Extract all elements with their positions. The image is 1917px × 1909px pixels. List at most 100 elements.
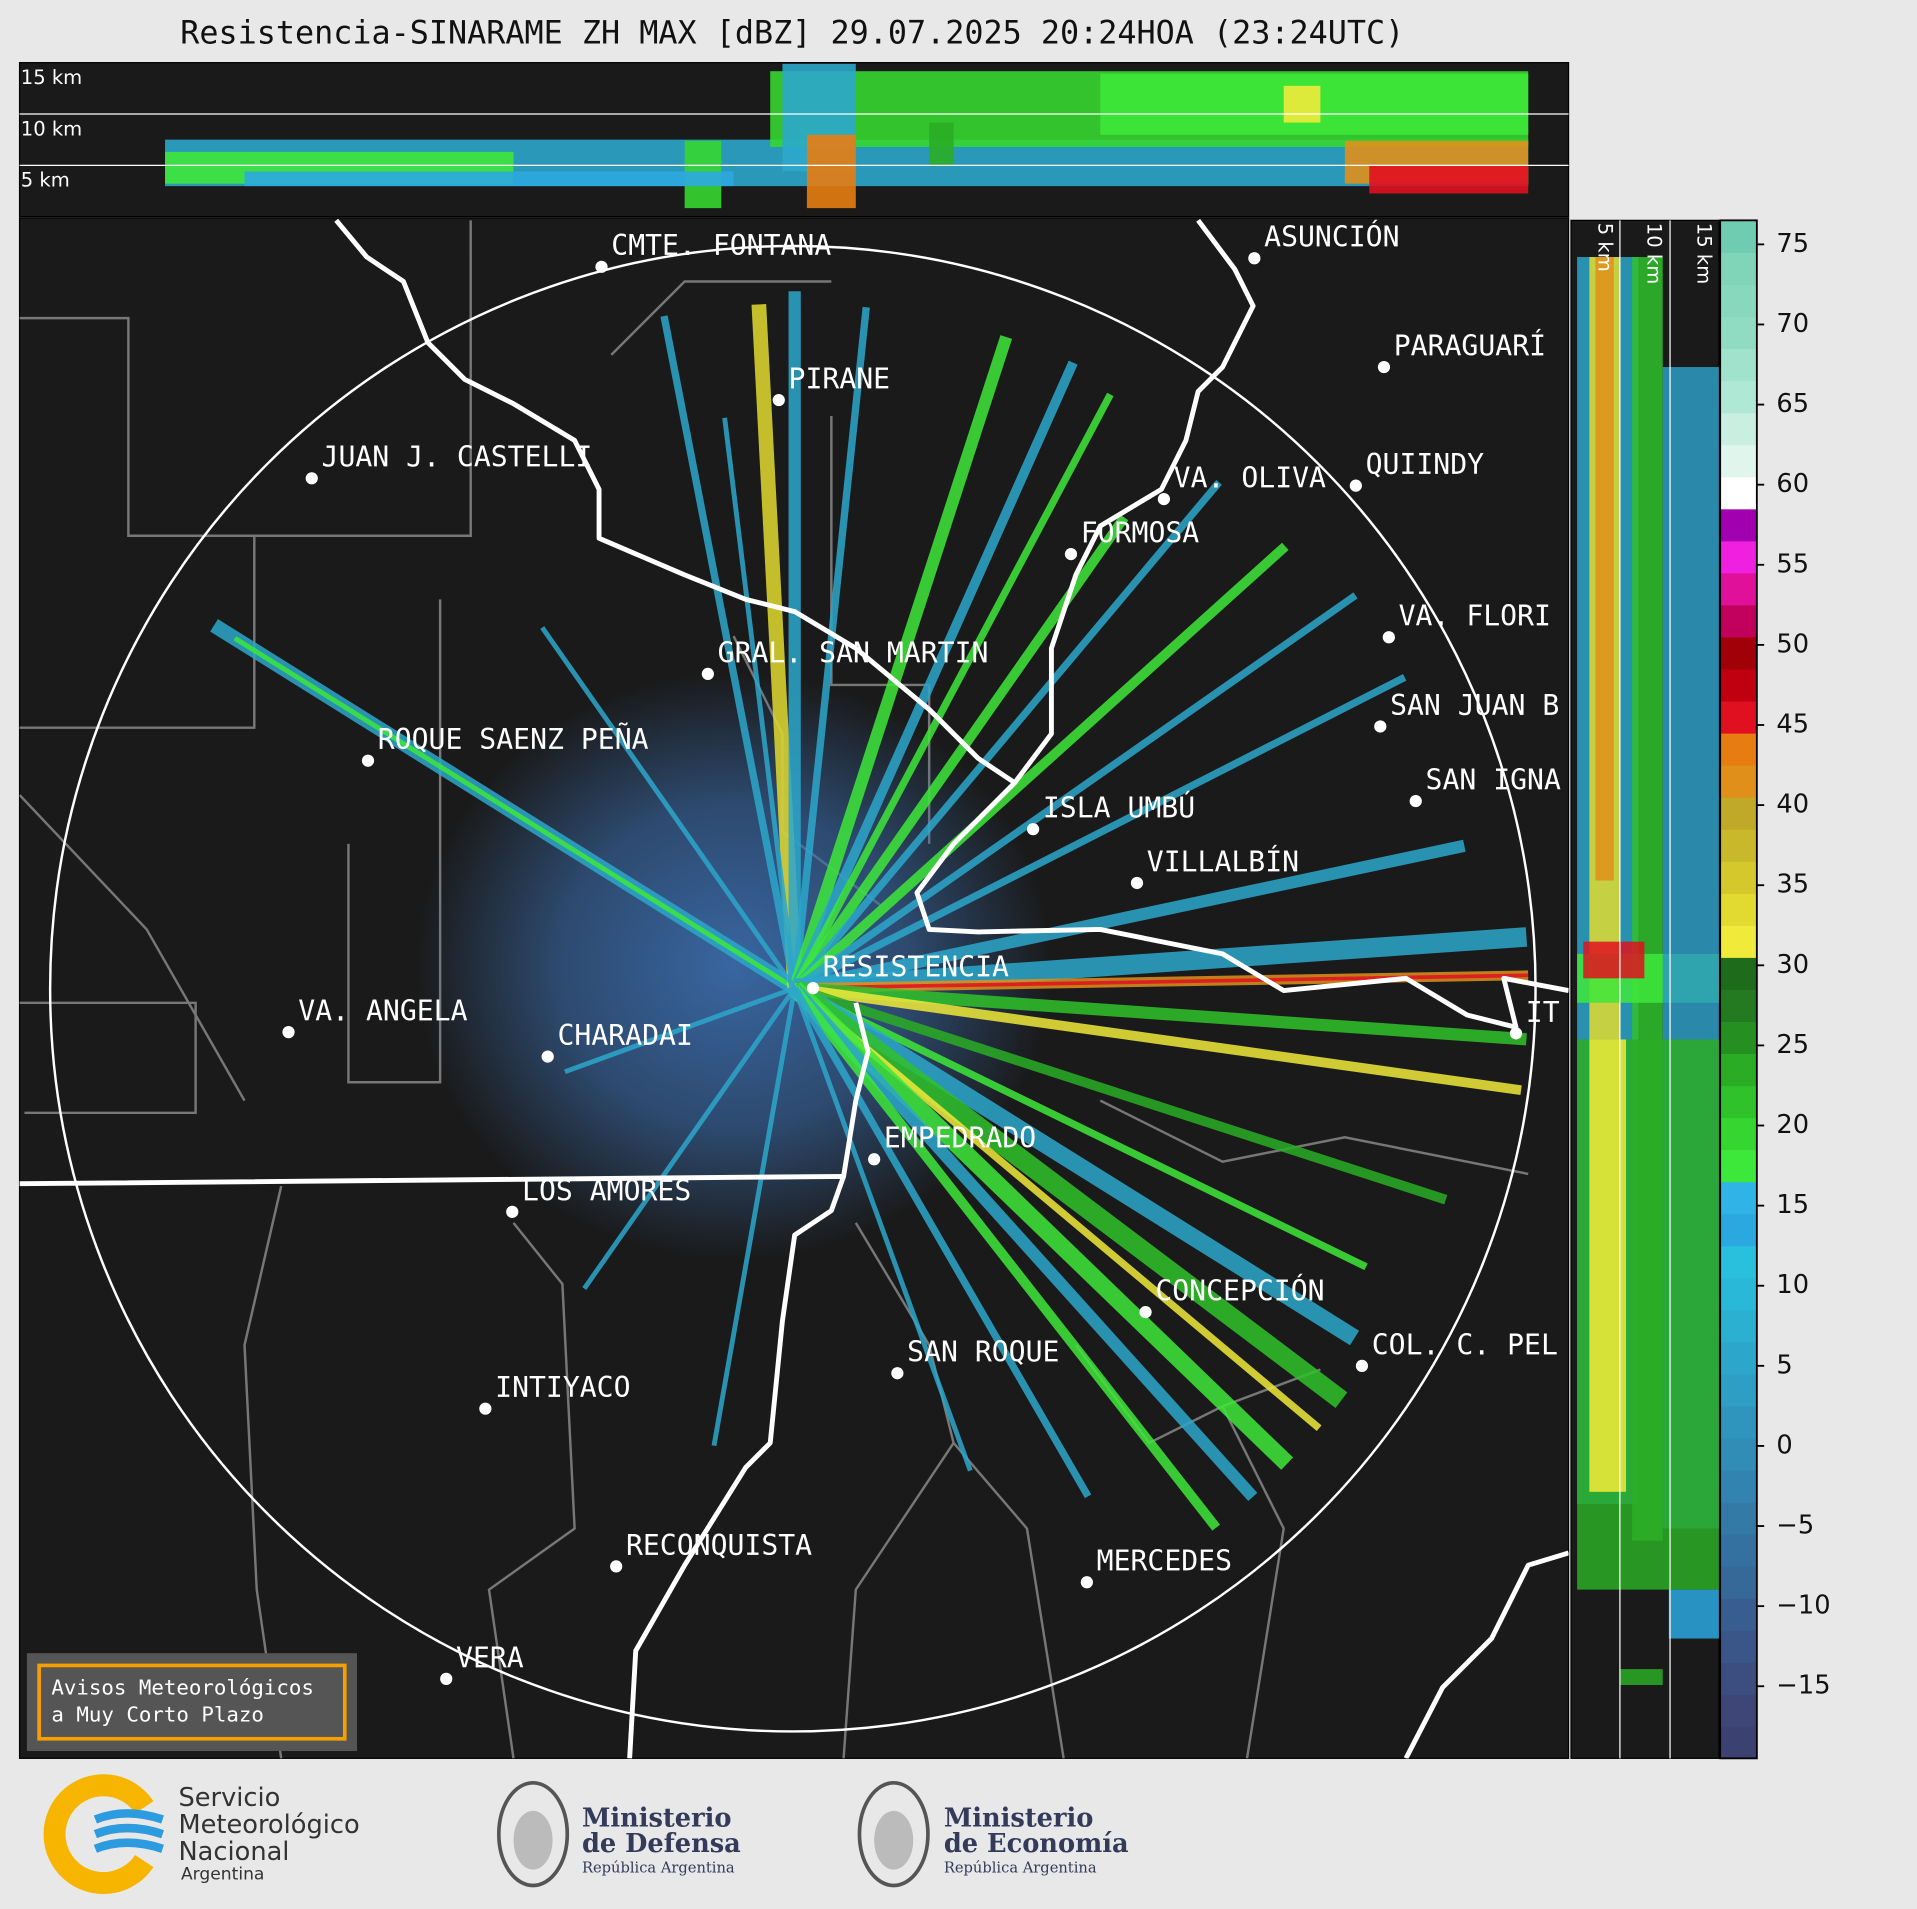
city-dot [868, 1153, 881, 1166]
city-dot [1248, 252, 1261, 265]
city-dot [806, 982, 820, 995]
city-dot [506, 1205, 519, 1218]
river [841, 1002, 871, 1177]
colorbar-band [1720, 316, 1757, 350]
range-ring [48, 244, 1537, 1733]
colorbar-band [1720, 957, 1757, 990]
city-dot [891, 1367, 904, 1380]
echo-ray [790, 360, 1078, 991]
logo-text: República Argentina [582, 1859, 735, 1876]
colorbar-band [1720, 476, 1757, 510]
logo-text: Argentina [181, 1864, 264, 1884]
echo-ray [660, 315, 799, 989]
colorbar-band [1720, 1405, 1757, 1439]
river [1012, 218, 1256, 785]
colorbar-band [1720, 925, 1757, 958]
colorbar-band [1720, 797, 1757, 830]
echo-ray [233, 636, 796, 991]
city-label: SAN JUAN B [1390, 689, 1559, 722]
echo [929, 122, 954, 166]
echo [1369, 165, 1529, 194]
echo-ray [722, 417, 798, 989]
echo-ray [791, 306, 870, 989]
colorbar-tick-label: 65 [1776, 389, 1809, 419]
city-label: IT [1526, 996, 1560, 1029]
river [1403, 1550, 1569, 1759]
colorbar-band [1720, 540, 1757, 574]
colorbar-band [1720, 572, 1757, 606]
city-label: CONCEPCIÓN [1155, 1274, 1324, 1308]
city-label: ISLA UMBÚ [1043, 791, 1195, 825]
colorbar-tick-label: 25 [1776, 1030, 1809, 1060]
echo-ray [791, 986, 1092, 1499]
colorbar-band [1720, 1181, 1757, 1215]
border-line [1221, 1405, 1285, 1759]
city-dot [701, 667, 714, 681]
banner-box [26, 1653, 357, 1752]
colorbar-band [1720, 829, 1757, 862]
city-label: EMPEDRADO [884, 1122, 1036, 1155]
city-dot [1157, 492, 1171, 506]
echo-ray [792, 592, 1358, 992]
right-cross-section: 5 km 10 km 15 km [1570, 219, 1720, 1759]
logo-text: Meteorológico [178, 1810, 359, 1840]
colorbar-band [1720, 284, 1757, 318]
border-line [610, 280, 832, 356]
colorbar-tick-label: 45 [1776, 709, 1809, 739]
city-label: LOS AMORES [522, 1174, 691, 1207]
echo-ray [793, 984, 1368, 1271]
logo-text: Servicio [178, 1783, 280, 1813]
colorbar-tick-label: 30 [1776, 950, 1809, 980]
colorbar-tick-label: 20 [1776, 1110, 1809, 1140]
echo-ray [564, 985, 796, 1075]
echo-ray [793, 839, 1466, 995]
colorbar-band [1720, 1117, 1757, 1151]
colorbar: −15 −10 −5 0 5 10 15 20 25 30 35 40 45 50 55 60 65 70 75 [1719, 219, 1831, 1760]
colorbar-tick-label: 10 [1776, 1270, 1809, 1300]
colorbar-band [1720, 348, 1757, 382]
city-label: VERA [456, 1641, 524, 1674]
colorbar-band [1720, 1341, 1757, 1375]
colorbar-tick-label: 50 [1776, 629, 1809, 659]
colorbar-tick-label: 0 [1776, 1430, 1792, 1460]
logo-smn: Servicio Meteorológico Nacional Argentin… [43, 1774, 360, 1895]
map-panel: CMTE. FONTANA ASUNCIÓN PARAGUARÍ PIRANE JUAN… [18, 217, 1570, 1759]
colorbar-band [1720, 1662, 1757, 1695]
echo-ray [788, 980, 1348, 1408]
border-line [19, 794, 246, 1102]
colorbar-band [1720, 765, 1757, 798]
height-label: 15 km [21, 66, 82, 89]
colorbar-band [1720, 989, 1757, 1022]
echo-ray [792, 987, 973, 1472]
city-label: QUIINDY [1366, 448, 1485, 481]
colorbar-tick-label: 5 [1776, 1350, 1792, 1380]
city-label: RECONQUISTA [626, 1529, 812, 1562]
echo-ray [793, 674, 1407, 992]
city-dot [305, 472, 318, 485]
city-dot [361, 754, 375, 767]
border-line [19, 1001, 197, 1115]
colorbar-band [1720, 1534, 1757, 1567]
city-dot [1409, 794, 1422, 808]
colorbar-band [1720, 508, 1757, 542]
colorbar-band [1720, 700, 1757, 734]
echo [806, 134, 856, 209]
city-label: SAN IGNA [1426, 764, 1561, 797]
city-label: CHARADAI [557, 1019, 692, 1052]
colorbar-band [1720, 1566, 1757, 1599]
city-label: ROQUE SAENZ PEÑA [378, 722, 649, 756]
border-line [487, 1222, 576, 1759]
city-label: VILLALBÍN [1147, 844, 1299, 878]
echo-ray [540, 626, 797, 990]
city-dot [282, 1026, 295, 1039]
colorbar-band [1720, 1213, 1757, 1247]
colorbar-band [1720, 1245, 1757, 1279]
colorbar-tick-label: −5 [1776, 1511, 1814, 1541]
city-label: MERCEDES [1097, 1545, 1232, 1578]
top-cross-section: 15 km 10 km 5 km [18, 62, 1570, 218]
height-label: 5 km [1594, 223, 1617, 272]
echo-ray [788, 335, 1013, 991]
logo-text: Ministerio [582, 1803, 732, 1833]
colorbar-band [1720, 220, 1757, 253]
city-dot [440, 1672, 453, 1685]
